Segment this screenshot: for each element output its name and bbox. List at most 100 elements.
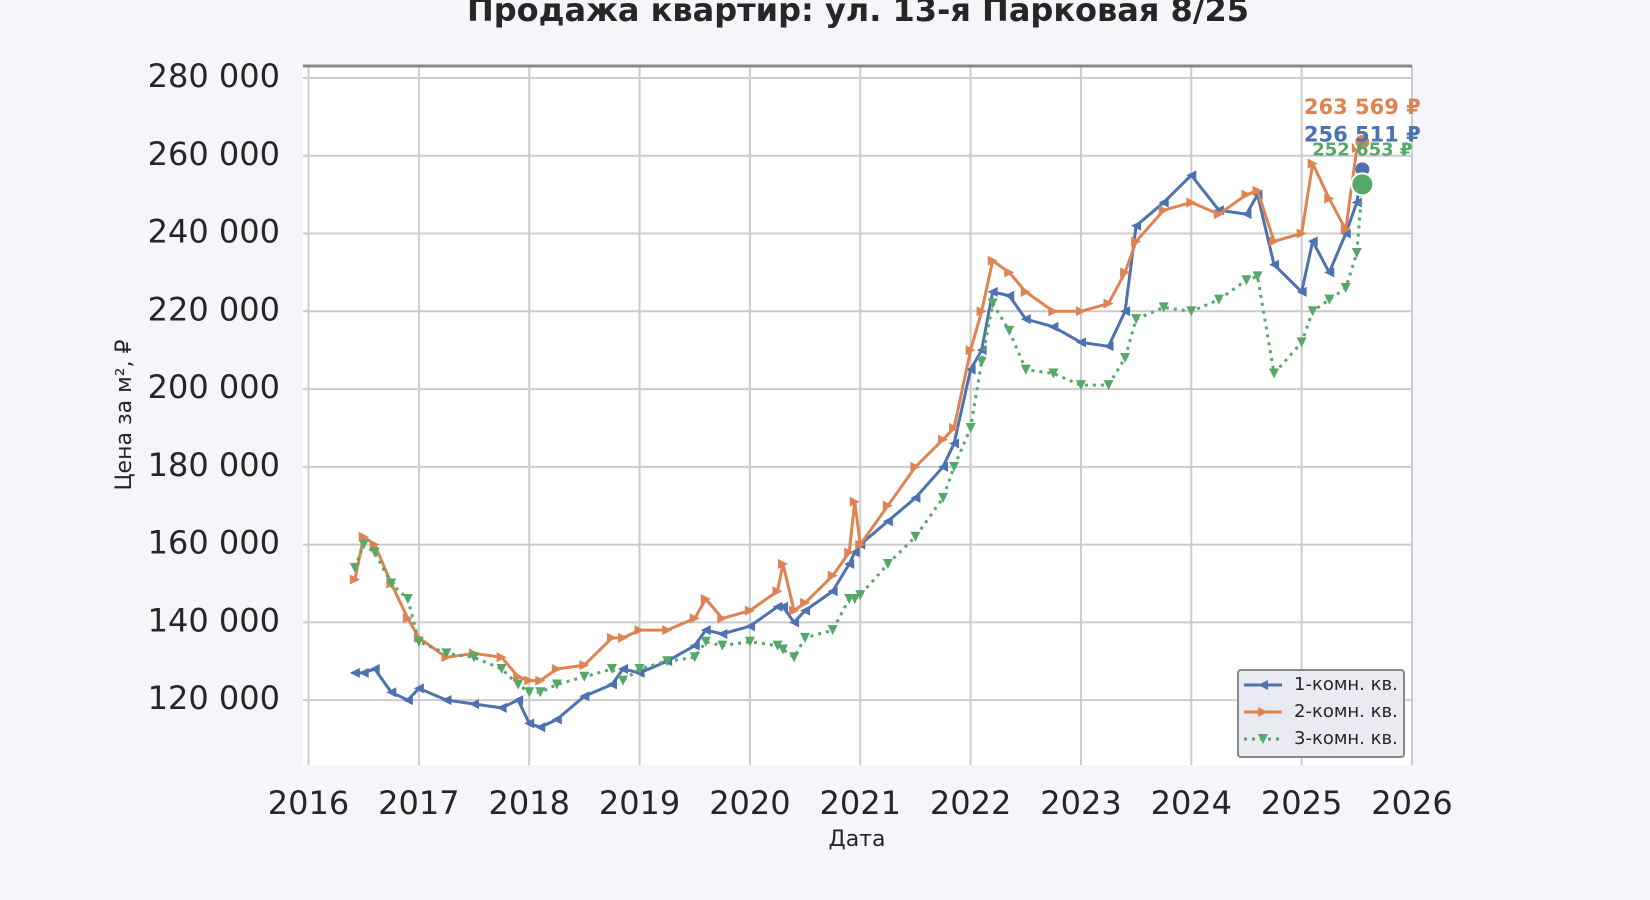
point-marker [1075,337,1086,348]
y-tick-label: 220 000 [148,290,280,328]
point-marker [1252,271,1263,282]
y-tick-label: 140 000 [148,601,280,639]
point-marker [910,492,921,503]
point-marker [1158,197,1169,208]
point-marker [1048,306,1059,317]
point-marker [551,679,562,690]
point-marker [949,422,960,433]
point-marker [349,574,360,585]
point-marker [778,601,789,612]
legend-label: 1-комн. кв. [1294,674,1398,695]
point-marker [938,434,949,445]
point-marker [844,559,855,570]
point-marker [662,656,673,667]
point-marker [849,547,860,558]
point-marker [882,516,893,527]
point-marker [1131,236,1142,247]
point-marker [1186,306,1197,317]
point-marker [402,593,413,604]
point-marker [386,578,397,589]
point-marker [1241,189,1252,200]
point-marker [849,593,860,604]
chart-title: Продажа квартир: ул. 13-я Парковая 8/25 [467,0,1249,29]
series-layer [349,132,1375,733]
point-marker [1269,236,1280,247]
point-marker [349,667,360,678]
point-marker [1351,197,1362,208]
point-marker [634,625,645,636]
point-marker [469,652,480,663]
point-marker [1296,286,1307,297]
point-marker [1020,314,1031,325]
point-marker [778,559,789,570]
point-marker [1004,267,1015,278]
point-marker [789,652,800,663]
y-axis-label: Цена за м², ₽ [112,339,137,490]
point-marker [744,621,755,632]
point-marker [700,636,711,647]
point-marker [1213,294,1224,305]
point-marker [1296,337,1307,348]
x-tick-label: 2020 [709,784,790,822]
point-marker [976,345,987,356]
point-marker [789,617,800,628]
point-marker [535,687,546,698]
point-marker [358,539,369,550]
end-value-label: 252 653 ₽ [1312,139,1412,160]
series-line [354,169,1364,729]
x-tick-label: 2022 [930,784,1011,822]
legend: 1-комн. кв. 2-комн. кв. 3-комн. кв. [1237,669,1405,758]
point-marker [1103,298,1114,309]
point-marker [402,695,413,706]
series-line [353,184,1364,694]
point-marker [1269,368,1280,379]
point-marker [535,722,546,733]
x-axis-label: Дата [829,827,886,852]
point-marker [1252,185,1263,196]
point-marker [358,667,369,678]
x-tick-label: 2018 [488,784,569,822]
point-marker [369,539,380,550]
legend-label: 2-комн. кв. [1294,701,1398,722]
point-marker [1120,306,1131,317]
point-marker [1324,294,1335,305]
point-marker [413,636,424,647]
point-marker [551,663,562,674]
point-marker [1241,209,1252,220]
point-marker [1020,364,1031,375]
point-marker [1020,286,1031,297]
point-marker [844,547,855,558]
point-marker [744,605,755,616]
point-marker [579,660,590,671]
end-point [1350,172,1375,197]
point-marker [606,632,617,643]
point-marker [402,613,413,624]
legend-label: 3-комн. кв. [1294,728,1398,749]
point-marker [369,547,380,558]
point-marker [1131,314,1142,325]
point-marker [513,695,524,706]
y-tick-label: 240 000 [148,213,280,251]
x-tick-label: 2019 [599,784,680,822]
point-marker [1131,220,1142,231]
point-marker [369,663,380,674]
end-value-label: 256 511 ₽ [1304,122,1421,146]
point-marker [513,679,524,690]
point-marker [800,597,811,608]
point-marker [496,702,507,713]
point-marker [1296,228,1307,239]
point-marker [789,605,800,616]
point-marker [910,461,921,472]
point-marker [1307,306,1318,317]
point-marker [1186,197,1197,208]
point-marker [634,663,645,674]
point-marker [987,255,998,266]
end-value-label: 263 569 ₽ [1304,95,1421,119]
point-marker [855,539,866,550]
point-marker [938,461,949,472]
point-marker [1158,205,1169,216]
point-marker [882,559,893,570]
x-tick-label: 2026 [1371,784,1452,822]
point-marker [1103,380,1114,391]
point-marker [1004,290,1015,301]
